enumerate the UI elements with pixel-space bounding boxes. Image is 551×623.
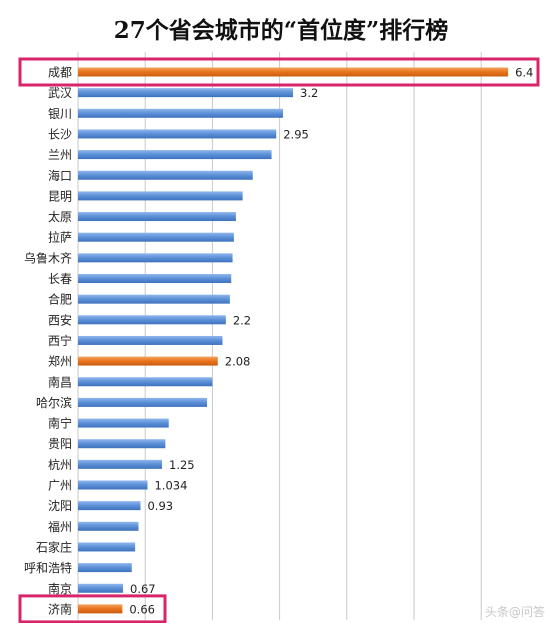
category-label: 广州 [48, 479, 72, 493]
bar-昆明 [78, 191, 243, 201]
bar-南京 [78, 583, 124, 593]
data-labels: 6.4 3.2 2.95 2.2 2.08 1.25 1.034 0.93 0.67 0.66 [129, 66, 533, 617]
bar-太原 [78, 212, 236, 222]
data-label: 2.08 [225, 355, 251, 369]
data-label: 2.2 [233, 313, 251, 327]
category-label: 杭州 [48, 457, 72, 472]
category-label: 兰州 [48, 148, 72, 162]
category-label: 成都 [48, 66, 72, 80]
bar-成都 [78, 67, 509, 77]
category-label: 石家庄 [36, 539, 72, 554]
category-label: 郑州 [48, 354, 72, 369]
category-label: 呼和浩特 [24, 560, 72, 575]
bar-西宁 [78, 335, 223, 345]
bar-南昌 [78, 377, 213, 387]
data-label: 0.66 [129, 602, 155, 616]
category-label: 合肥 [48, 292, 72, 307]
bar-呼和浩特 [78, 563, 132, 573]
bar-贵阳 [78, 439, 166, 449]
data-label: 1.034 [154, 479, 187, 493]
category-label: 银川 [48, 107, 72, 121]
bar-海口 [78, 170, 253, 180]
highlight-box-成都 [18, 57, 540, 87]
watermark: 头条@问答 [484, 605, 545, 619]
bar-沈阳 [78, 501, 141, 511]
data-label: 0.67 [130, 582, 156, 596]
bars [78, 67, 509, 614]
bar-南宁 [78, 418, 169, 428]
category-label: 贵阳 [48, 437, 72, 451]
bar-西安 [78, 315, 226, 325]
bar-长春 [78, 274, 232, 283]
category-label: 济南 [48, 601, 72, 616]
bar-乌鲁木齐 [78, 253, 233, 263]
bar-拉萨 [78, 232, 234, 242]
bar-济南 [78, 604, 123, 614]
category-label: 昆明 [48, 189, 72, 203]
bar-哈尔滨 [78, 397, 208, 407]
category-label: 西宁 [48, 333, 72, 348]
bar-杭州 [78, 459, 162, 469]
data-label: 1.25 [169, 458, 195, 472]
bar-长沙 [78, 129, 277, 139]
data-label: 3.2 [300, 86, 318, 100]
category-label: 太原 [48, 209, 72, 224]
data-label: 0.93 [147, 499, 173, 513]
category-label: 南宁 [48, 416, 72, 431]
bar-银川 [78, 108, 283, 118]
data-label: 6.4 [515, 66, 533, 80]
bar-郑州 [78, 356, 218, 366]
category-label: 南京 [48, 581, 72, 596]
category-label: 长沙 [48, 127, 72, 141]
bar-兰州 [78, 150, 272, 160]
bar-石家庄 [78, 542, 136, 552]
bar-福州 [78, 521, 139, 531]
category-label: 武汉 [48, 86, 72, 100]
bar-广州 [78, 480, 148, 490]
highlight-box-济南 [18, 594, 167, 623]
data-label: 2.95 [283, 127, 309, 141]
category-labels: 成都武汉银川长沙兰州海口昆明太原拉萨乌鲁木齐长春合肥西安西宁郑州南昌哈尔滨南宁贵… [24, 66, 72, 617]
category-label: 福州 [48, 519, 72, 534]
category-label: 哈尔滨 [36, 395, 72, 410]
category-label: 长春 [48, 272, 72, 286]
category-label: 乌鲁木齐 [24, 250, 72, 265]
bar-武汉 [78, 88, 294, 98]
category-label: 西安 [48, 312, 72, 327]
chart-title: 27个省会城市的“首位度”排行榜 [114, 17, 448, 44]
bar-合肥 [78, 294, 230, 304]
category-label: 海口 [48, 168, 72, 183]
category-label: 拉萨 [48, 230, 72, 245]
category-label: 南昌 [48, 374, 72, 389]
category-label: 沈阳 [48, 498, 72, 513]
highlight-boxes [18, 57, 540, 623]
